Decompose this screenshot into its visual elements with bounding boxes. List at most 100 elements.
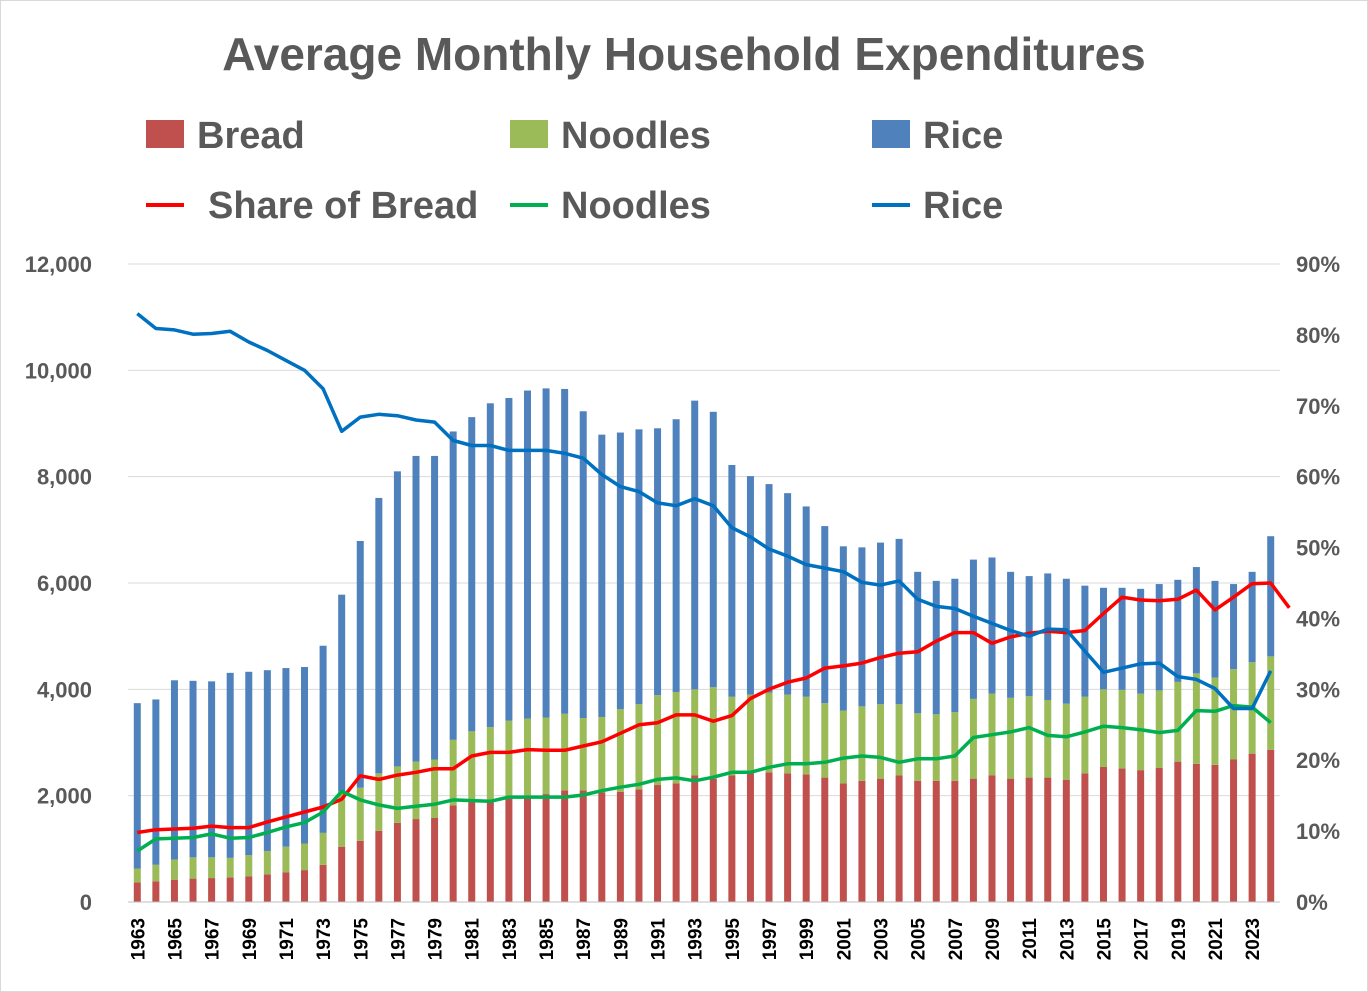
- bar-noodles: [598, 716, 606, 793]
- bar-rice: [338, 594, 346, 792]
- x-tick-label: 2007: [946, 918, 967, 960]
- bar-bread: [746, 773, 754, 902]
- x-tick-label: 1999: [797, 918, 818, 960]
- y-tick-label-left: 12,000: [25, 252, 92, 277]
- bar-rice: [561, 388, 569, 714]
- line-noodles: [136, 703, 1272, 853]
- legend-label-rice-share: Rice: [923, 185, 1003, 227]
- x-tick-label: 2003: [872, 918, 893, 960]
- bar-rice: [263, 670, 271, 851]
- x-axis: 1963 1965 1967 1969 1971 1973 1975 1977 1979 1981…: [128, 901, 1280, 961]
- bar-noodles: [579, 718, 587, 791]
- bar-bread: [245, 876, 253, 902]
- bar-rice: [784, 493, 792, 695]
- y-tick-label-right: 10%: [1296, 819, 1340, 844]
- y-axis-left: 0 2,000 4,000 6,000 8,000 10,000 12,000: [25, 252, 92, 915]
- bar-rice: [412, 455, 420, 762]
- bar-noodles: [170, 859, 178, 880]
- bar-bread: [579, 790, 587, 902]
- bar-bread: [635, 789, 643, 902]
- bar-bread: [616, 791, 624, 902]
- bar-rice: [1137, 588, 1145, 694]
- y-tick-label-right: 60%: [1296, 465, 1340, 490]
- bar-rice: [969, 559, 977, 699]
- x-tick-label: 1973: [314, 918, 335, 960]
- bar-noodles: [412, 761, 420, 820]
- bar-rice: [672, 419, 680, 692]
- bar-noodles: [877, 704, 885, 779]
- bar-bread: [412, 819, 420, 902]
- bar-noodles: [784, 694, 792, 774]
- x-tick-label: 2009: [983, 918, 1004, 960]
- bar-noodles: [263, 850, 271, 875]
- bar-rice: [245, 671, 253, 856]
- legend-swatch-bread: [146, 120, 184, 148]
- x-tick-label: 1995: [723, 918, 744, 961]
- bar-noodles: [505, 720, 513, 798]
- bar-bread: [598, 792, 606, 902]
- bar-noodles: [709, 687, 717, 779]
- bar-rice: [598, 434, 606, 717]
- bar-rice: [152, 699, 160, 865]
- bar-rice: [1007, 571, 1015, 698]
- bar-noodles: [282, 846, 290, 873]
- bar-noodles: [375, 773, 383, 831]
- bar-rice: [709, 411, 717, 688]
- bar-noodles: [1174, 681, 1182, 762]
- bar-bread: [802, 774, 810, 902]
- bar-rice: [468, 417, 476, 732]
- bar-noodles: [1192, 673, 1200, 764]
- bar-rice: [1192, 567, 1200, 674]
- bar-rice: [858, 547, 866, 707]
- bar-bread: [1099, 766, 1107, 902]
- bar-noodles: [449, 739, 457, 806]
- bar-bread: [561, 790, 569, 902]
- bar-noodles: [839, 710, 847, 784]
- bar-noodles: [208, 857, 216, 879]
- bar-rice: [821, 526, 829, 704]
- bar-rice: [375, 497, 383, 774]
- bar-rice: [728, 464, 736, 697]
- bar-noodles: [895, 704, 903, 776]
- bar-bread: [189, 878, 197, 902]
- bar-rice: [579, 411, 587, 719]
- bars: [133, 388, 1275, 902]
- bar-rice: [951, 578, 959, 713]
- legend-label-bread: Bread: [197, 115, 305, 157]
- x-tick-label: 2021: [1206, 918, 1227, 961]
- bar-noodles: [1007, 697, 1015, 779]
- x-tick-label: 2017: [1132, 918, 1153, 960]
- y-tick-label-right: 90%: [1296, 252, 1340, 277]
- bar-rice: [189, 680, 197, 858]
- x-tick-label: 1989: [611, 918, 632, 960]
- bar-noodles: [133, 868, 141, 883]
- bar-bread: [1062, 779, 1070, 902]
- legend-label-share-bread: Share of Bread: [208, 185, 478, 227]
- x-tick-label: 1981: [463, 918, 484, 961]
- bar-rice: [988, 557, 996, 694]
- bar-rice: [1081, 585, 1089, 697]
- bar-noodles: [1267, 656, 1275, 750]
- y-tick-label-left: 6,000: [37, 571, 92, 596]
- bar-bread: [505, 797, 513, 902]
- bar-rice: [301, 667, 309, 844]
- bar-bread: [1211, 764, 1219, 902]
- y-tick-label-left: 10,000: [25, 358, 92, 383]
- bar-rice: [170, 680, 178, 860]
- bar-noodles: [951, 712, 959, 781]
- bar-rice: [319, 645, 327, 833]
- bar-noodles: [542, 717, 550, 795]
- bar-bread: [542, 794, 550, 902]
- y-tick-label-right: 20%: [1296, 748, 1340, 773]
- x-tick-label: 1993: [686, 918, 707, 960]
- bar-bread: [1044, 777, 1052, 902]
- x-tick-label: 1975: [351, 918, 372, 961]
- bar-bread: [133, 882, 141, 902]
- bar-bread: [765, 772, 773, 902]
- bar-rice: [654, 428, 662, 696]
- bar-rice: [1248, 571, 1256, 663]
- x-tick-label: 2001: [834, 918, 855, 961]
- bar-bread: [969, 778, 977, 902]
- bar-noodles: [1137, 693, 1145, 771]
- bar-noodles: [486, 727, 494, 800]
